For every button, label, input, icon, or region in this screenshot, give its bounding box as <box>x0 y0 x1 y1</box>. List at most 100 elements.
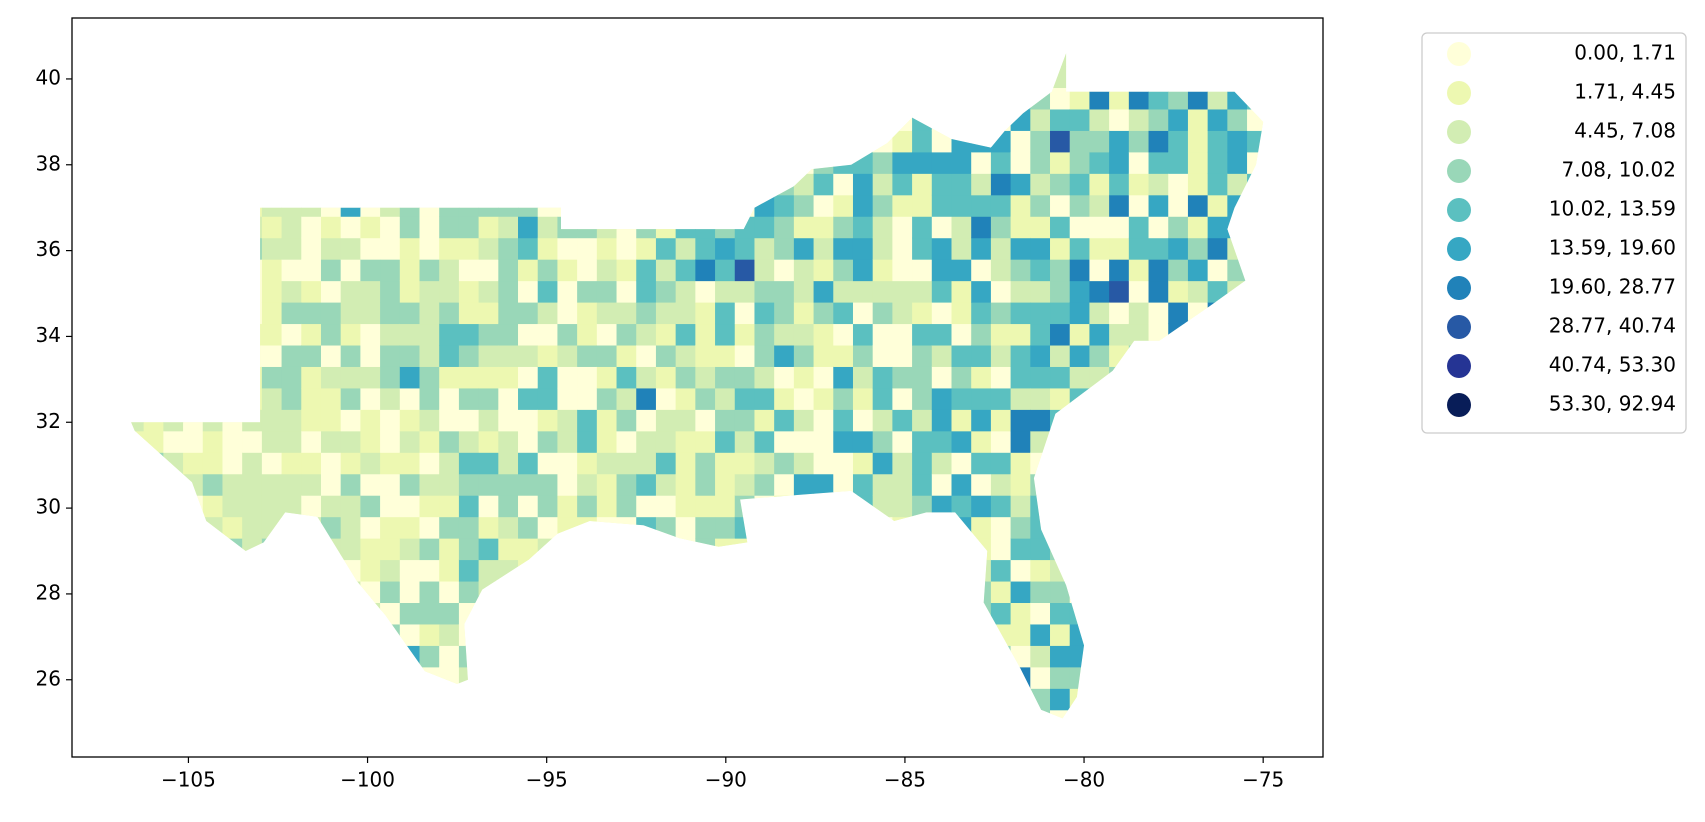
county-patch <box>439 130 460 153</box>
county-patch <box>183 302 204 325</box>
county-patch <box>793 430 815 453</box>
county-patch <box>163 237 184 260</box>
county-patch <box>143 130 164 153</box>
county-patch <box>675 559 696 582</box>
county-patch <box>577 194 598 217</box>
county-patch <box>931 688 952 711</box>
county-patch <box>872 430 893 453</box>
county-patch <box>163 709 184 719</box>
county-patch <box>596 516 618 539</box>
county-patch <box>320 323 342 346</box>
county-patch <box>1187 302 1209 325</box>
county-patch <box>616 280 637 303</box>
county-patch <box>833 409 854 432</box>
county-patch <box>1168 581 1189 604</box>
county-patch <box>1128 345 1150 367</box>
county-patch <box>971 323 992 346</box>
county-patch <box>951 602 972 625</box>
county-patch <box>261 66 283 89</box>
county-patch <box>655 53 677 67</box>
county-patch <box>675 688 696 711</box>
county-patch <box>636 151 657 174</box>
county-patch <box>143 581 164 604</box>
county-patch <box>163 452 184 475</box>
county-patch <box>1247 409 1264 432</box>
county-patch <box>242 581 263 604</box>
county-patch <box>754 259 775 282</box>
county-patch <box>301 66 322 89</box>
county-patch <box>1247 538 1264 561</box>
county-patch <box>498 602 519 625</box>
county-patch <box>1050 387 1071 410</box>
county-patch <box>183 323 204 346</box>
legend-swatch <box>1447 354 1471 378</box>
county-patch <box>1109 345 1130 367</box>
county-patch <box>380 666 401 689</box>
county-patch <box>1168 623 1189 646</box>
county-patch <box>458 581 480 604</box>
county-patch <box>222 409 243 432</box>
county-patch <box>399 108 420 131</box>
county-patch <box>340 53 361 67</box>
county-patch <box>1069 623 1090 646</box>
county-patch <box>1050 602 1071 625</box>
county-patch <box>380 194 401 217</box>
county-patch <box>439 645 460 668</box>
county-patch <box>518 409 539 432</box>
county-patch <box>872 130 893 153</box>
county-patch <box>131 452 145 475</box>
county-patch <box>478 345 499 367</box>
county-patch <box>340 495 361 518</box>
county-patch <box>793 409 815 432</box>
county-patch <box>833 387 854 410</box>
county-patch <box>183 581 204 604</box>
county-patch <box>852 345 874 367</box>
county-patch <box>1187 495 1209 518</box>
county-patch <box>912 366 933 389</box>
county-patch <box>636 709 657 719</box>
county-patch <box>419 259 440 282</box>
county-patch <box>419 666 440 689</box>
county-patch <box>596 581 618 604</box>
county-patch <box>518 623 539 646</box>
county-patch <box>892 516 913 539</box>
county-patch <box>537 387 558 410</box>
county-patch <box>478 688 499 711</box>
county-patch <box>793 345 815 367</box>
county-patch <box>143 473 164 496</box>
county-patch <box>498 666 519 689</box>
county-patch <box>1168 688 1189 711</box>
county-patch <box>577 495 598 518</box>
county-patch <box>577 87 598 110</box>
x-tick-label: −75 <box>1242 768 1284 792</box>
county-patch <box>202 302 223 325</box>
county-patch <box>439 538 460 561</box>
county-patch <box>715 173 736 196</box>
county-patch <box>557 709 578 719</box>
county-patch <box>813 688 834 711</box>
county-patch <box>1050 173 1071 196</box>
county-patch <box>478 66 499 89</box>
county-patch <box>833 302 854 325</box>
county-patch <box>143 409 164 432</box>
county-patch <box>1227 645 1248 668</box>
county-patch <box>340 581 361 604</box>
county-patch <box>320 473 342 496</box>
county-patch <box>872 538 893 561</box>
county-patch <box>261 452 283 475</box>
county-patch <box>577 538 598 561</box>
county-patch <box>833 194 854 217</box>
county-patch <box>458 645 480 668</box>
county-patch <box>1227 387 1248 410</box>
county-patch <box>774 323 795 346</box>
county-patch <box>399 581 420 604</box>
county-patch <box>912 280 933 303</box>
county-patch <box>360 688 381 711</box>
county-patch <box>990 237 1012 260</box>
county-patch <box>852 495 874 518</box>
county-patch <box>636 108 657 131</box>
county-patch <box>990 409 1012 432</box>
county-patch <box>990 473 1012 496</box>
county-patch <box>655 345 677 367</box>
county-patch <box>281 130 302 153</box>
